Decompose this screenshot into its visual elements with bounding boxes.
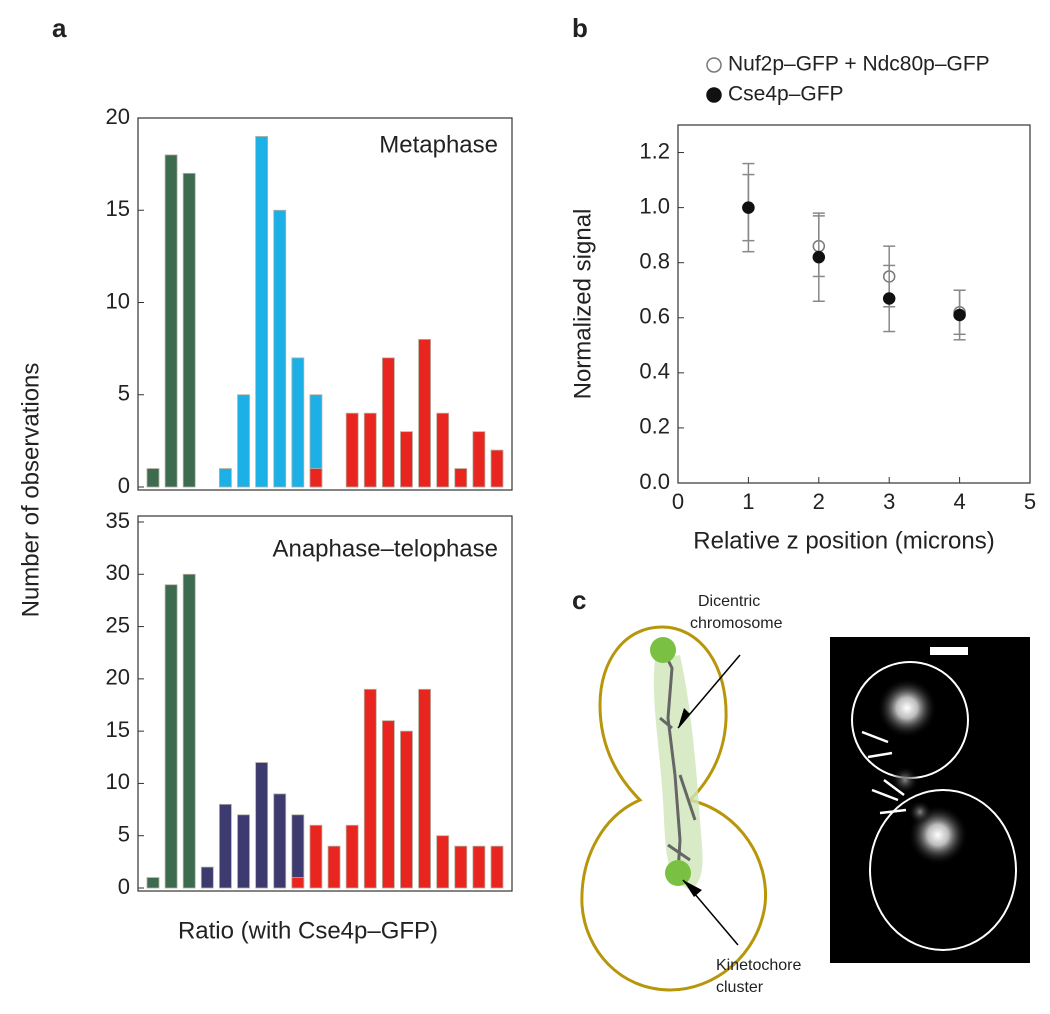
y-tick-label: 5	[118, 822, 130, 847]
y-tick-label: 10	[106, 769, 130, 794]
bar	[363, 412, 377, 488]
bar	[418, 688, 431, 889]
y-tick-label: 0.0	[639, 469, 670, 494]
legend-label: Nuf2p–GFP + Ndc80p–GFP	[728, 53, 990, 76]
legend-marker	[706, 57, 722, 73]
y-axis-label: Number of observations	[17, 363, 44, 618]
panel-label: c	[572, 585, 586, 615]
y-axis-label: Normalized signal	[569, 209, 596, 400]
bar	[237, 814, 250, 889]
y-tick-label: 20	[106, 104, 130, 129]
bar	[345, 824, 359, 889]
y-tick-label: 1.0	[639, 193, 670, 218]
y-tick-label: 20	[106, 665, 130, 690]
y-tick-label: 0.2	[639, 414, 670, 439]
bar	[309, 468, 323, 488]
point	[812, 250, 826, 264]
y-tick-label: 25	[106, 612, 130, 637]
y-tick-label: 15	[106, 196, 130, 221]
bar	[164, 154, 178, 488]
bar	[255, 136, 269, 488]
x-tick-label: 5	[1024, 489, 1036, 514]
annotation: Dicentric	[698, 593, 760, 610]
bar	[182, 573, 196, 889]
bar	[219, 468, 232, 488]
x-axis-label: Ratio (with Cse4p–GFP)	[178, 917, 438, 944]
x-tick-label: 1	[742, 489, 754, 514]
annotation: chromosome	[690, 615, 783, 632]
bar	[454, 845, 468, 889]
plot-frame	[137, 515, 513, 892]
bar	[418, 338, 431, 488]
bar	[200, 866, 214, 889]
x-tick-label: 2	[813, 489, 825, 514]
x-tick-label: 4	[953, 489, 965, 514]
y-tick-label: 0.4	[639, 359, 670, 384]
bar	[400, 730, 413, 889]
bar	[291, 877, 305, 889]
bar	[255, 762, 269, 889]
bar	[345, 412, 359, 488]
y-tick-label: 35	[106, 508, 130, 533]
bar	[472, 431, 486, 488]
y-tick-label: 0.8	[639, 249, 670, 274]
cell-diagram	[580, 625, 768, 992]
panel-label: b	[572, 13, 588, 43]
legend-label: Cse4p–GFP	[728, 83, 844, 106]
y-tick-label: 1.2	[639, 138, 670, 163]
x-tick-label: 0	[672, 489, 684, 514]
bar	[381, 720, 395, 889]
bar	[436, 412, 450, 488]
y-tick-label: 0	[118, 473, 130, 498]
bar	[381, 357, 395, 488]
bar	[309, 824, 323, 889]
x-axis-label: Relative z position (microns)	[693, 527, 994, 554]
plot-frame	[677, 124, 1031, 484]
bar	[273, 793, 287, 889]
bar	[490, 449, 504, 488]
bar	[291, 357, 305, 488]
bar	[291, 814, 305, 889]
bar	[436, 835, 450, 889]
bar	[182, 172, 196, 488]
panel-label: a	[52, 13, 67, 43]
bar	[363, 688, 377, 889]
annotation: Kinetochore	[716, 957, 801, 974]
chart-title: Anaphase–telophase	[272, 535, 498, 562]
point	[882, 292, 896, 305]
y-tick-label: 0.6	[639, 304, 670, 329]
bar	[164, 584, 178, 889]
y-tick-label: 0	[118, 874, 130, 899]
bar	[400, 431, 413, 488]
point	[953, 308, 966, 322]
bar	[273, 209, 287, 488]
bar	[472, 845, 486, 889]
bar	[237, 394, 250, 488]
bar	[454, 468, 468, 488]
y-tick-label: 10	[106, 288, 130, 313]
y-tick-label: 15	[106, 717, 130, 742]
bar	[490, 845, 504, 889]
plot-frame	[137, 117, 513, 491]
bar	[146, 877, 160, 889]
bar	[146, 468, 160, 488]
bar	[219, 803, 232, 889]
y-tick-label: 30	[106, 560, 130, 585]
annotation: cluster	[716, 979, 764, 996]
x-tick-label: 3	[883, 489, 895, 514]
y-tick-label: 5	[118, 381, 130, 406]
point	[742, 201, 755, 214]
legend-marker	[706, 87, 722, 103]
bar	[327, 845, 341, 889]
chart-title: Metaphase	[379, 131, 498, 158]
micrograph	[830, 637, 1030, 963]
